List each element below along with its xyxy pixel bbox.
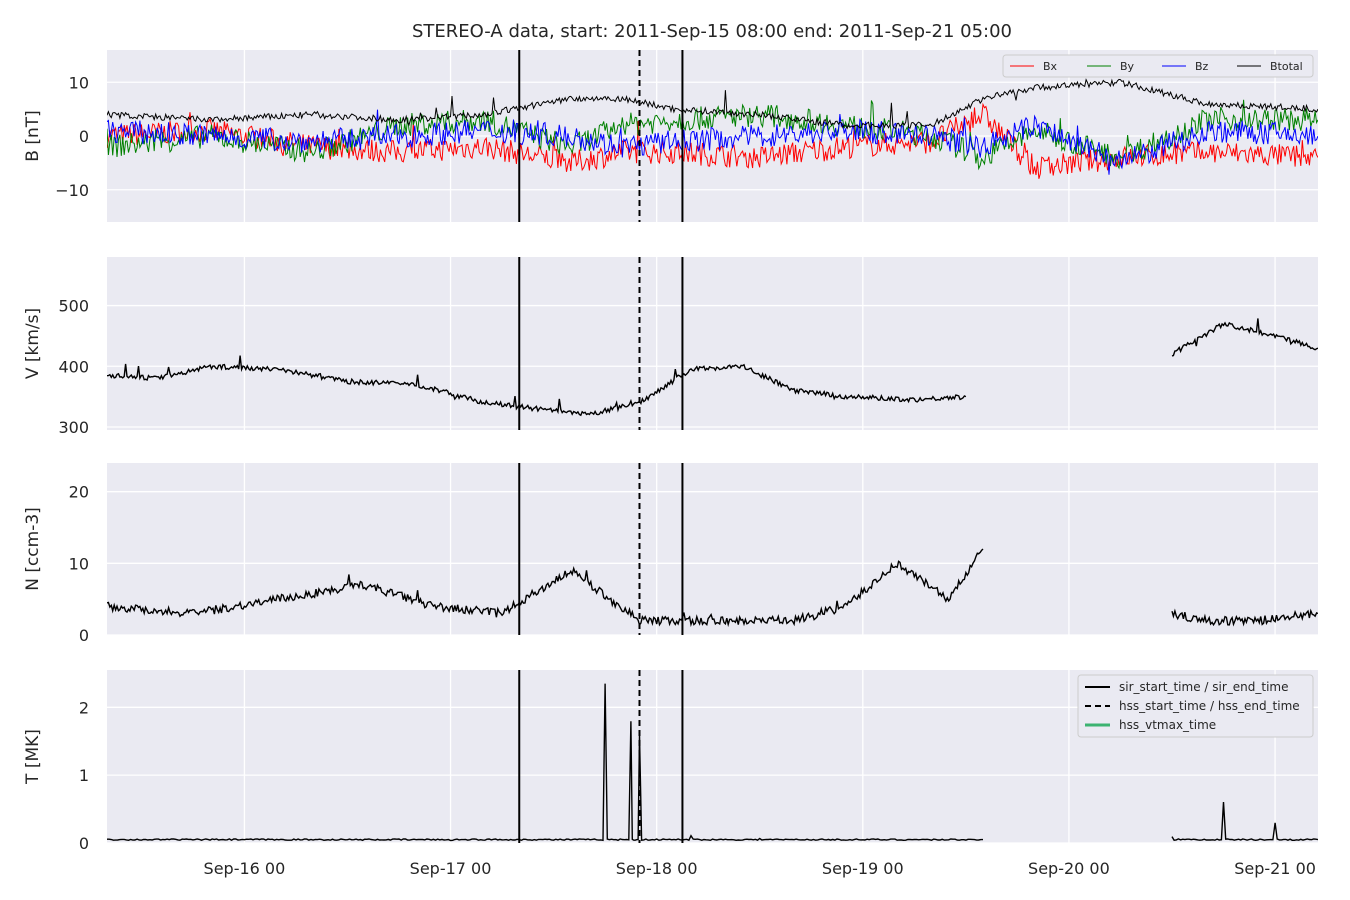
legend-label: By	[1120, 60, 1135, 73]
series-line-btotal	[107, 78, 1318, 130]
legend-box	[1002, 54, 1314, 78]
x-tick-label: Sep-17 00	[410, 859, 492, 878]
panel-background	[107, 463, 1318, 635]
legend-label: Btotal	[1270, 60, 1303, 73]
legend-label: sir_start_time / sir_end_time	[1119, 680, 1289, 694]
legend-label: Bx	[1043, 60, 1058, 73]
y-axis-label: B [nT]	[23, 110, 43, 162]
series-line-bx	[107, 102, 1318, 179]
panel-B: −10 0 10 B [nT] Bx By Bz Btotal	[23, 50, 1318, 222]
y-axis-label: T [MK]	[23, 729, 43, 785]
legend-box	[1077, 674, 1314, 738]
series-group	[107, 683, 1318, 842]
y-tick-label: −10	[55, 181, 89, 200]
y-tick-label: 10	[69, 73, 89, 92]
y-tick-label: 300	[58, 418, 89, 437]
y-axis-label: N [ccm-3]	[23, 507, 43, 591]
panel-background	[107, 257, 1318, 430]
legend-label: hss_vtmax_time	[1119, 718, 1216, 732]
series-line	[107, 355, 967, 417]
chart-title: STEREO-A data, start: 2011-Sep-15 08:00 …	[412, 21, 1012, 42]
y-axis-label: V [km/s]	[23, 308, 43, 379]
series-line	[1171, 608, 1318, 627]
y-tick-label: 1	[79, 766, 89, 785]
y-tick-label: 500	[58, 297, 89, 316]
y-tick-label: 10	[69, 554, 89, 573]
series-line	[1171, 318, 1318, 357]
x-tick-label: Sep-21 00	[1234, 859, 1316, 878]
series-line	[1171, 802, 1318, 842]
y-tick-label: 0	[79, 834, 89, 853]
panel-V: 300 400 500 V [km/s]	[23, 257, 1318, 437]
x-tick-label: Sep-16 00	[204, 859, 286, 878]
x-tick-label: Sep-19 00	[822, 859, 904, 878]
series-line-bz	[107, 109, 1318, 175]
y-tick-label: 0	[79, 127, 89, 146]
series-line	[107, 683, 983, 842]
legend-label: hss_start_time / hss_end_time	[1119, 699, 1300, 713]
legend-b-field: Bx By Bz Btotal	[1002, 54, 1314, 78]
series-line	[107, 548, 984, 628]
series-group	[107, 78, 1318, 179]
y-tick-label: 2	[79, 698, 89, 717]
y-tick-label: 20	[69, 483, 89, 502]
series-group	[107, 548, 1318, 628]
y-tick-label: 400	[58, 357, 89, 376]
panel-T: 0 1 2 T [MK] sir_start_time / sir_end_timehs…	[23, 670, 1318, 853]
panel-N: 0 10 20 N [ccm-3]	[23, 463, 1318, 645]
x-tick-label: Sep-20 00	[1028, 859, 1110, 878]
x-axis: Sep-16 00 Sep-17 00 Sep-18 00 Sep-19 00 Sep-…	[204, 859, 1316, 878]
series-group	[107, 318, 1318, 417]
x-tick-label: Sep-18 00	[616, 859, 698, 878]
legend-event-times: sir_start_time / sir_end_time hss_start_t…	[1077, 674, 1314, 738]
legend-label: Bz	[1195, 60, 1209, 73]
y-tick-label: 0	[79, 626, 89, 645]
